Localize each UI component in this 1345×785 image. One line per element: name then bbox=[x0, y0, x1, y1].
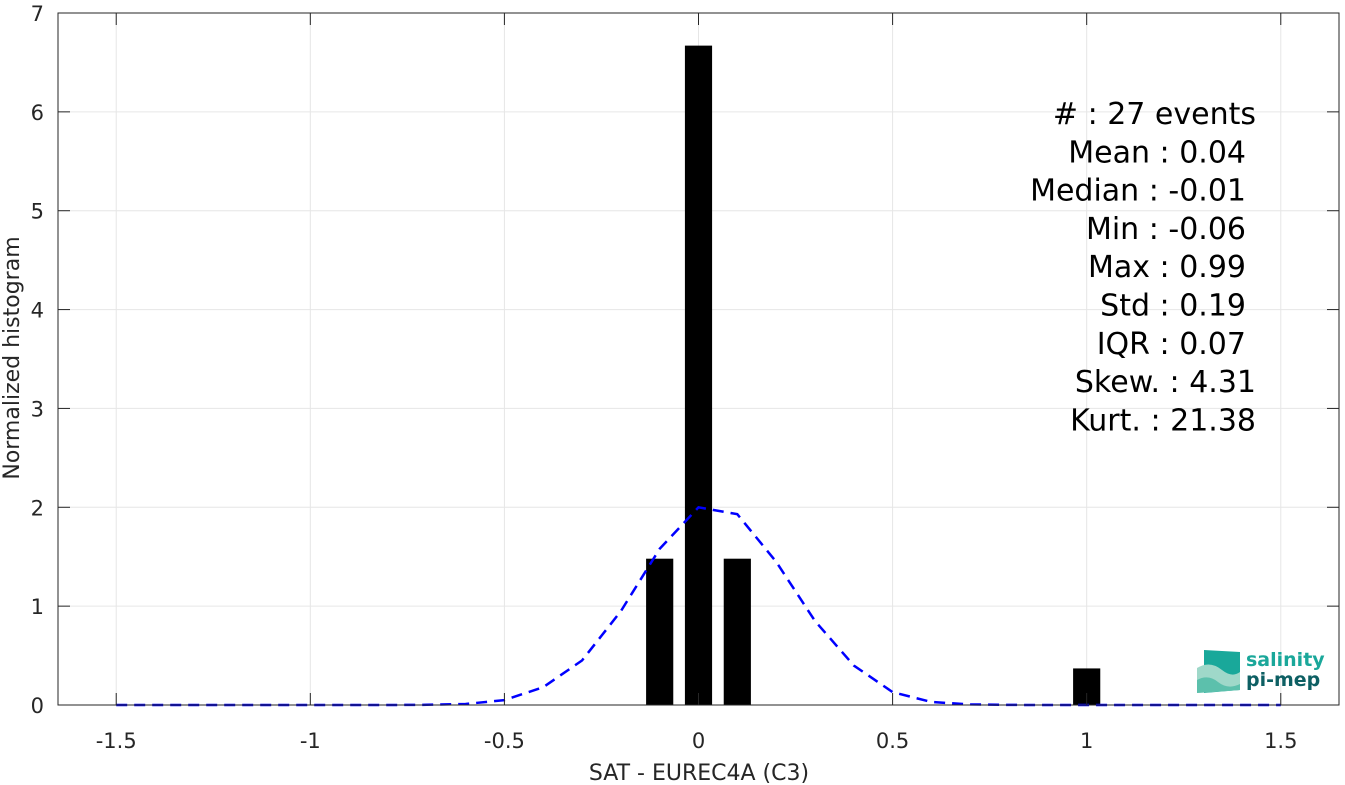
x-tick-label: -1.5 bbox=[96, 729, 137, 753]
logo-text-pimep: pi-mep bbox=[1246, 669, 1320, 691]
y-tick-label: 5 bbox=[31, 200, 44, 224]
stats-line: Median : -0.01 bbox=[1030, 174, 1246, 209]
y-tick-label: 7 bbox=[31, 2, 44, 26]
y-tick-label: 0 bbox=[31, 694, 44, 718]
y-tick-label: 4 bbox=[31, 299, 44, 323]
x-tick-label: 1.5 bbox=[1264, 729, 1297, 753]
stats-line: Max : 0.99 bbox=[1088, 250, 1246, 285]
histogram-bar bbox=[646, 558, 674, 705]
stats-line: IQR : 0.07 bbox=[1097, 327, 1246, 362]
y-tick-label: 6 bbox=[31, 101, 44, 125]
x-tick-labels: -1.5 -1 -0.5 0 0.5 1 1.5 bbox=[96, 729, 1298, 753]
stats-line: Std : 0.19 bbox=[1100, 289, 1246, 324]
stats-line: Mean : 0.04 bbox=[1068, 135, 1246, 170]
stats-line: Min : -0.06 bbox=[1086, 212, 1246, 247]
histogram-bars bbox=[646, 45, 1101, 705]
x-tick-label: 0.5 bbox=[876, 729, 909, 753]
x-tick-label: -0.5 bbox=[484, 729, 525, 753]
x-tick-label: 0 bbox=[692, 729, 705, 753]
histogram-bar bbox=[723, 558, 751, 705]
y-tick-label: 2 bbox=[31, 496, 44, 520]
logo-icon bbox=[1197, 650, 1240, 693]
y-tick-label: 3 bbox=[31, 397, 44, 421]
x-tick-label: -1 bbox=[300, 729, 321, 753]
stats-line: Kurt. : 21.38 bbox=[1070, 403, 1256, 438]
logo-text-salinity: salinity bbox=[1246, 649, 1325, 671]
stats-line: Skew. : 4.31 bbox=[1075, 365, 1256, 400]
x-tick-label: 1 bbox=[1080, 729, 1093, 753]
x-axis-label: SAT - EUREC4A (C3) bbox=[589, 761, 809, 785]
histogram-bar bbox=[684, 45, 713, 705]
y-tick-label: 1 bbox=[31, 595, 44, 619]
y-axis-label: Normalized histogram bbox=[0, 236, 25, 479]
y-tick-labels: 0 1 2 3 4 5 6 7 bbox=[31, 2, 44, 718]
salinity-pi-mep-logo: salinity pi-mep bbox=[1197, 649, 1325, 693]
axes bbox=[57, 12, 1340, 706]
stats-line: # : 27 events bbox=[1053, 97, 1256, 132]
